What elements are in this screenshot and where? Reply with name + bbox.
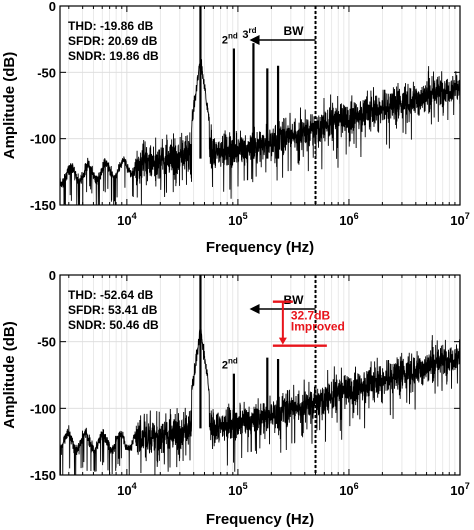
axes-box [59, 5, 461, 206]
metric-text: SNDR: 19.86 dB [68, 49, 159, 63]
x-tick-base: 10 [117, 213, 131, 228]
x-tick-base: 10 [339, 213, 353, 228]
y-tick-label: 0 [49, 0, 56, 14]
x-axis-label: Frequency (Hz) [206, 511, 314, 528]
x-tick-exponent: 4 [132, 481, 137, 491]
spectrum-trace [60, 328, 460, 475]
x-axis-label: Frequency (Hz) [206, 239, 314, 256]
y-tick-label: -100 [30, 401, 56, 416]
x-tick-label: 104 [117, 481, 136, 498]
metric-text: THD: -52.64 dB [68, 288, 154, 302]
x-tick-label: 105 [228, 481, 247, 498]
bw-arrow-head [249, 35, 260, 45]
improvement-label: 32.7dB [291, 309, 331, 323]
metric-text: SNDR: 50.46 dB [68, 318, 159, 332]
y-axis-label: Amplitude (dB) [1, 321, 18, 428]
x-tick-label: 107 [450, 211, 469, 228]
x-tick-label: 104 [117, 211, 136, 228]
harmonic-number: 2 [222, 34, 228, 46]
improvement-label: Improved [291, 320, 345, 334]
harmonic-label: 2nd [222, 357, 238, 372]
y-tick-label: -150 [30, 198, 56, 213]
y-tick-label: -100 [30, 132, 56, 147]
x-tick-exponent: 6 [354, 481, 359, 491]
x-tick-exponent: 7 [465, 211, 470, 221]
y-tick-label: -150 [30, 468, 56, 483]
harmonic-label: 3rd [242, 26, 256, 41]
axes-box [59, 274, 461, 476]
x-tick-exponent: 5 [243, 211, 248, 221]
x-tick-base: 10 [228, 213, 242, 228]
bw-arrow-head [249, 304, 260, 314]
x-tick-exponent: 7 [465, 481, 470, 491]
y-tick-label: 0 [49, 268, 56, 283]
harmonic-suffix: nd [228, 357, 238, 366]
x-tick-exponent: 5 [243, 481, 248, 491]
x-tick-label: 106 [339, 481, 358, 498]
harmonic-suffix: nd [228, 31, 238, 40]
x-tick-base: 10 [450, 213, 464, 228]
harmonic-suffix: rd [249, 26, 257, 35]
x-tick-base: 10 [228, 483, 242, 498]
bw-label: BW [284, 293, 305, 307]
y-tick-label: -50 [37, 335, 56, 350]
x-tick-base: 10 [117, 483, 131, 498]
x-tick-label: 106 [339, 211, 358, 228]
metric-text: THD: -19.86 dB [68, 19, 154, 33]
improvement-arrow-head [278, 337, 287, 345]
x-tick-base: 10 [339, 483, 353, 498]
harmonic-number: 3 [242, 29, 248, 41]
x-tick-exponent: 6 [354, 211, 359, 221]
grid [60, 6, 461, 205]
spectrum-trace [60, 58, 460, 205]
bw-label: BW [284, 24, 305, 38]
x-tick-label: 105 [228, 211, 247, 228]
y-axis-label: Amplitude (dB) [1, 52, 18, 159]
y-tick-label: -50 [37, 65, 56, 80]
x-tick-label: 107 [450, 481, 469, 498]
harmonic-number: 2 [222, 360, 228, 372]
x-tick-base: 10 [450, 483, 464, 498]
harmonic-label: 2nd [222, 31, 238, 46]
metric-text: SFDR: 20.69 dB [68, 34, 158, 48]
metric-text: SFDR: 53.41 dB [68, 303, 158, 317]
x-tick-exponent: 4 [132, 211, 137, 221]
